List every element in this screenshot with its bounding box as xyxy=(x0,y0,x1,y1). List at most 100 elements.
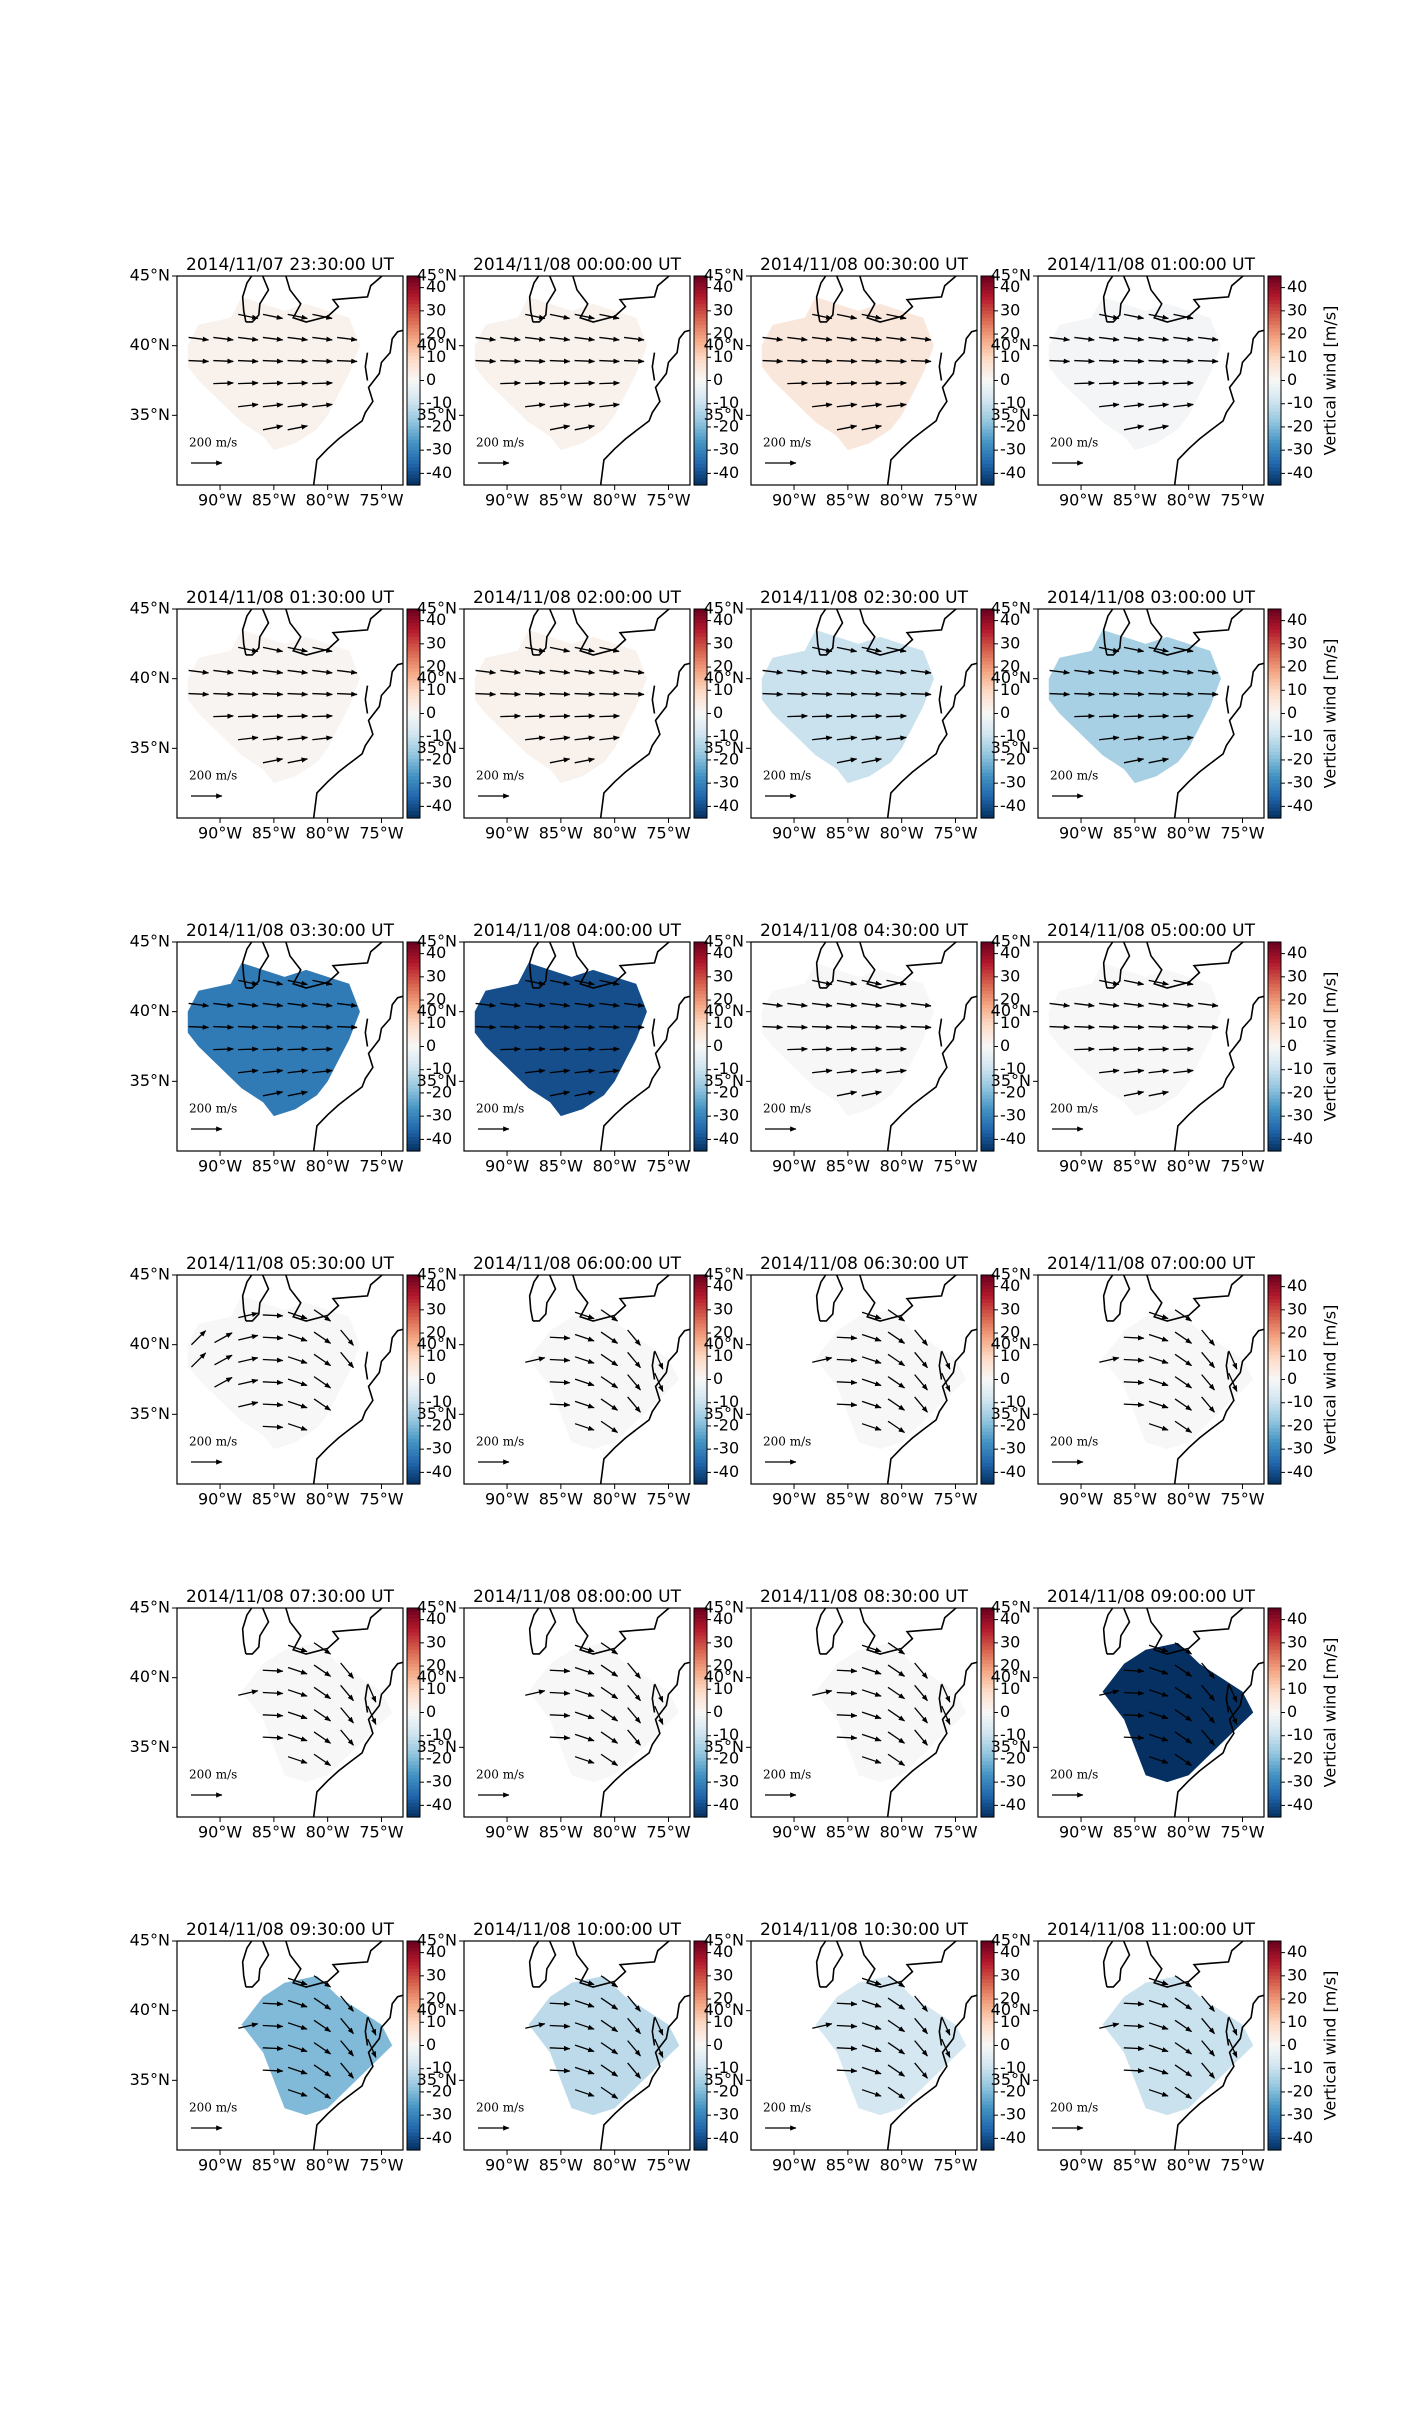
colorbar-segment xyxy=(694,2080,707,2085)
colorbar-segment xyxy=(694,1757,707,1762)
colorbar-segment xyxy=(981,1337,994,1342)
colorbar-segment xyxy=(694,328,707,333)
wind-arrow xyxy=(1148,380,1170,386)
colorbar-segment xyxy=(694,1396,707,1401)
colorbar-segment xyxy=(1268,814,1281,819)
colorbar-segment xyxy=(694,1137,707,1142)
colorbar-tick-label: 20 xyxy=(1000,1656,1020,1675)
colorbar-segment xyxy=(694,2003,707,2008)
wind-arrow xyxy=(1099,646,1120,653)
wind-arrow xyxy=(599,358,620,364)
colorbar-tick-label: 40 xyxy=(713,1942,733,1961)
colorbar-segment xyxy=(407,1421,420,1426)
colorbar-segment xyxy=(694,969,707,974)
colorbar-segment xyxy=(1268,737,1281,742)
colorbar-segment xyxy=(1268,1091,1281,1096)
map-content xyxy=(525,1608,690,1817)
colorbar-segment xyxy=(694,730,707,735)
wind-arrow xyxy=(861,1378,882,1387)
colorbar-segment xyxy=(1268,1614,1281,1620)
colorbar-segment xyxy=(407,1653,420,1658)
colorbar-segment xyxy=(694,622,707,628)
wind-arrow xyxy=(313,1753,332,1767)
colorbar-segment xyxy=(1268,685,1281,690)
colorbar-segment xyxy=(407,1123,420,1128)
colorbar-segment xyxy=(694,1986,707,1991)
lat-tick-label: 35°N xyxy=(130,405,170,424)
wind-arrow xyxy=(812,358,833,364)
wind-arrow xyxy=(887,2064,906,2077)
colorbar-segment xyxy=(407,952,420,957)
colorbar-segment xyxy=(694,1049,707,1055)
colorbar-segment xyxy=(981,1719,994,1724)
colorbar-segment xyxy=(1268,478,1281,483)
wind-region xyxy=(815,1642,967,1783)
colorbar-segment xyxy=(981,1070,994,1075)
colorbar-segment xyxy=(1268,1410,1281,1415)
colorbar-tick-label: -40 xyxy=(426,2128,452,2147)
panel-title: 2014/11/08 02:30:00 UT xyxy=(760,588,969,608)
wind-arrow xyxy=(525,380,546,386)
colorbar-segment xyxy=(407,1029,420,1034)
colorbar-tick-label: -10 xyxy=(1000,1392,1026,1411)
wind-arrow xyxy=(1174,1309,1193,1322)
wind-arrow xyxy=(1099,380,1120,386)
lat-tick-label: 35°N xyxy=(130,1404,170,1423)
colorbar-segment xyxy=(407,807,420,812)
colorbar-segment xyxy=(694,1316,707,1321)
lon-tick-label: 85°W xyxy=(826,1823,870,1842)
colorbar-segment xyxy=(694,1288,707,1294)
colorbar-segment xyxy=(694,464,707,469)
colorbar-segment xyxy=(407,793,420,798)
colorbar-segment xyxy=(1268,1477,1281,1482)
coastline xyxy=(1146,1275,1245,1322)
colorbar-segment xyxy=(981,783,994,788)
colorbar-segment xyxy=(981,373,994,378)
colorbar-segment xyxy=(1268,2073,1281,2078)
wind-arrow xyxy=(887,1353,906,1367)
colorbar-segment xyxy=(1268,636,1281,641)
colorbar-tick-label: 0 xyxy=(426,1369,436,1388)
lat-tick-label: 35°N xyxy=(417,2070,457,2089)
colorbar-segment xyxy=(407,2045,420,2050)
colorbar-tick-label: -10 xyxy=(426,726,452,745)
wind-arrow xyxy=(861,1711,882,1720)
coastline xyxy=(532,1941,557,1988)
colorbar-segment xyxy=(694,1313,707,1318)
wind-arrow xyxy=(1201,1351,1215,1369)
colorbar-segment xyxy=(694,661,707,666)
colorbar-segment xyxy=(1268,689,1281,694)
colorbar-segment xyxy=(694,692,707,697)
colorbar-segment xyxy=(981,2038,994,2043)
wind-arrow xyxy=(574,2066,595,2075)
colorbar-segment xyxy=(694,987,707,992)
lat-tick-label: 45°N xyxy=(130,1931,170,1950)
colorbar-segment xyxy=(407,1088,420,1093)
colorbar-segment xyxy=(407,685,420,690)
reference-label: 200 m/s xyxy=(1050,769,1098,783)
colorbar-segment xyxy=(407,1351,420,1356)
wind-arrow xyxy=(1201,1396,1215,1413)
wind-arrow xyxy=(887,1331,906,1344)
colorbar-segment xyxy=(694,1691,707,1696)
wind-arrow xyxy=(627,1729,641,1746)
colorbar-segment xyxy=(1268,1456,1281,1461)
wind-arrow xyxy=(911,1002,932,1008)
colorbar-segment xyxy=(407,1695,420,1700)
colorbar-segment xyxy=(1268,296,1281,301)
colorbar-segment xyxy=(1268,331,1281,336)
wind-arrow xyxy=(287,313,308,320)
wind-arrow xyxy=(861,1046,883,1052)
colorbar-segment xyxy=(407,390,420,396)
map-content xyxy=(1099,1941,1264,2150)
colorbar-tick-label: -20 xyxy=(1000,2081,1026,2100)
coastline xyxy=(532,609,557,656)
lon-tick-label: 75°W xyxy=(1220,1490,1264,1509)
coastline xyxy=(938,1684,943,1713)
colorbar-segment xyxy=(981,1053,994,1058)
lat-tick-label: 35°N xyxy=(991,1071,1031,1090)
colorbar-segment xyxy=(694,1088,707,1093)
coastline xyxy=(364,2017,369,2046)
colorbar-segment xyxy=(694,1736,707,1741)
